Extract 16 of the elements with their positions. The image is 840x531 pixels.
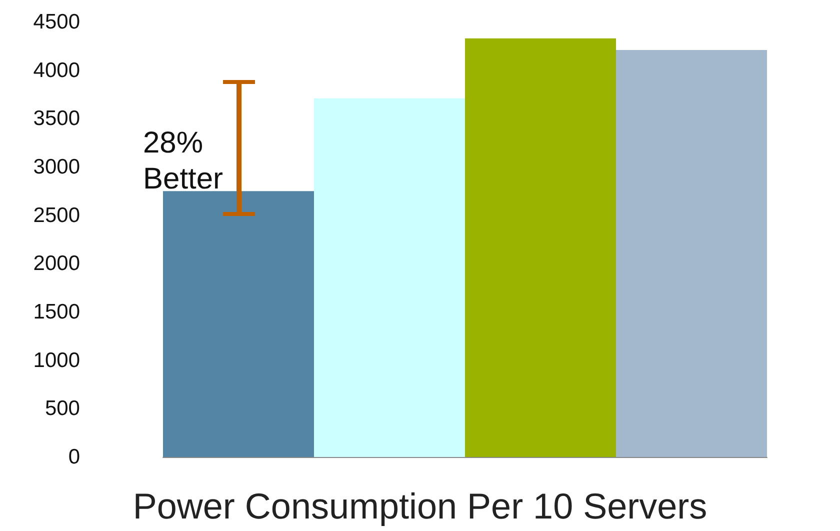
annotation: 28% Better	[143, 126, 224, 196]
y-tick-label: 4000	[33, 58, 80, 82]
text: Power Consumption Per 10 Servers	[132, 486, 708, 526]
y-tick-label: 2000	[33, 252, 80, 276]
bar	[465, 38, 616, 457]
y-tick-label: 1000	[33, 348, 80, 372]
bar	[314, 98, 465, 457]
bar	[616, 50, 767, 457]
y-tick-label: 0	[68, 446, 80, 468]
y-tick-label: 500	[44, 397, 80, 420]
y-tick-label: 1500	[33, 300, 80, 324]
y-tick-label: 3500	[33, 107, 80, 130]
y-tick-label: 3000	[33, 156, 80, 178]
y-tick-label: 2500	[33, 204, 80, 227]
bar	[163, 191, 314, 457]
y-tick-label: 4500	[33, 10, 80, 34]
